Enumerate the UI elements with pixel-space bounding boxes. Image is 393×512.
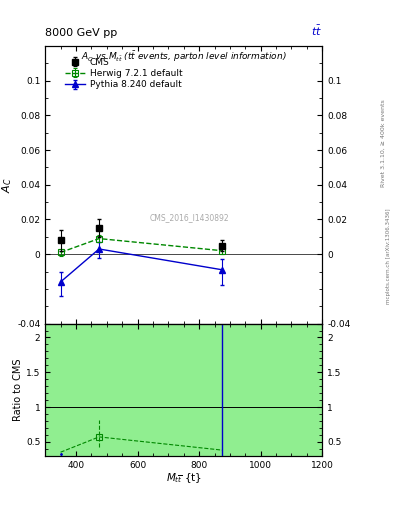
Text: $A_C$ vs $M_{t\bar{t}}$ ($t\bar{t}$ events, parton level information): $A_C$ vs $M_{t\bar{t}}$ ($t\bar{t}$ even… [81,49,286,63]
Y-axis label: Ratio to CMS: Ratio to CMS [13,358,23,421]
Legend: CMS, Herwig 7.2.1 default, Pythia 8.240 default: CMS, Herwig 7.2.1 default, Pythia 8.240 … [64,56,184,91]
X-axis label: $M_{t\overline{t}}$ {t}: $M_{t\overline{t}}$ {t} [165,471,202,485]
Text: Rivet 3.1.10, ≥ 400k events: Rivet 3.1.10, ≥ 400k events [381,99,386,187]
Text: mcplots.cern.ch [arXiv:1306.3436]: mcplots.cern.ch [arXiv:1306.3436] [386,208,391,304]
Y-axis label: $A_C$: $A_C$ [0,177,14,193]
Text: 8000 GeV pp: 8000 GeV pp [45,28,118,38]
Text: CMS_2016_I1430892: CMS_2016_I1430892 [149,214,229,223]
Text: $t\bar{t}$: $t\bar{t}$ [311,24,322,38]
